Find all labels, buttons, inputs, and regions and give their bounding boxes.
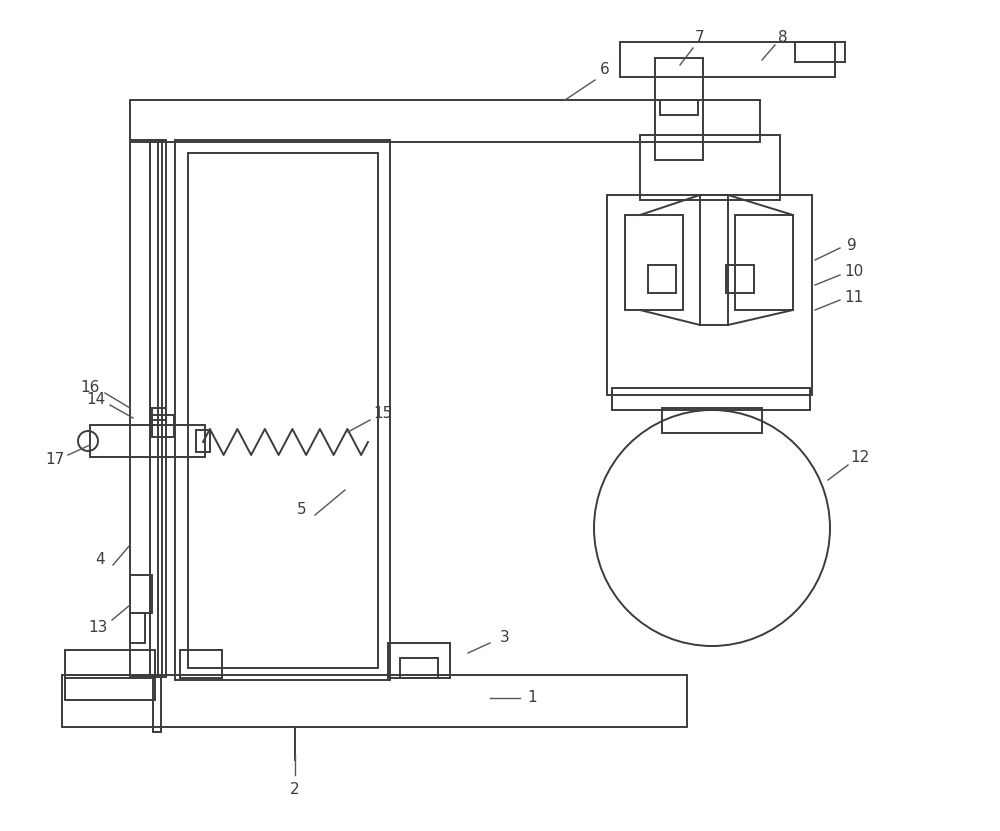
Bar (175, 140, 390, 680)
Bar (90, 425, 205, 457)
Text: 9: 9 (847, 238, 857, 253)
Bar (726, 265, 754, 293)
Bar (400, 658, 438, 678)
Text: 16: 16 (80, 380, 100, 395)
Text: 8: 8 (778, 31, 788, 46)
Text: 6: 6 (600, 62, 610, 77)
Bar (620, 42, 835, 77)
Bar (130, 100, 760, 142)
Text: 5: 5 (297, 503, 307, 518)
Bar (158, 140, 166, 677)
Bar (795, 42, 845, 62)
Bar (150, 140, 162, 677)
Text: 17: 17 (45, 453, 65, 468)
Text: 10: 10 (844, 264, 864, 279)
Bar (196, 430, 210, 452)
Bar (625, 215, 683, 310)
Text: 4: 4 (95, 553, 105, 568)
Bar (662, 408, 762, 433)
Bar (130, 613, 145, 643)
Bar (130, 575, 152, 613)
Text: 14: 14 (86, 392, 106, 407)
Text: 13: 13 (88, 621, 108, 636)
Bar (130, 140, 150, 677)
Text: 7: 7 (695, 31, 705, 46)
Bar (660, 100, 698, 115)
Text: 2: 2 (290, 783, 300, 798)
Text: 15: 15 (373, 406, 393, 421)
Bar (648, 265, 676, 293)
Text: 11: 11 (844, 289, 864, 304)
Text: 1: 1 (527, 691, 537, 706)
Bar (655, 58, 703, 160)
Bar (65, 675, 155, 700)
Bar (640, 135, 780, 200)
Bar (735, 215, 793, 310)
Text: 12: 12 (850, 450, 870, 465)
Text: 3: 3 (500, 630, 510, 645)
Bar (62, 675, 687, 727)
Bar (65, 650, 155, 678)
Bar (700, 195, 728, 325)
Bar (152, 415, 174, 437)
Bar (188, 153, 378, 668)
Bar (607, 195, 812, 395)
Bar (152, 408, 166, 420)
Bar (388, 643, 450, 678)
Bar (180, 650, 222, 678)
Bar (153, 677, 161, 732)
Bar (612, 388, 810, 410)
